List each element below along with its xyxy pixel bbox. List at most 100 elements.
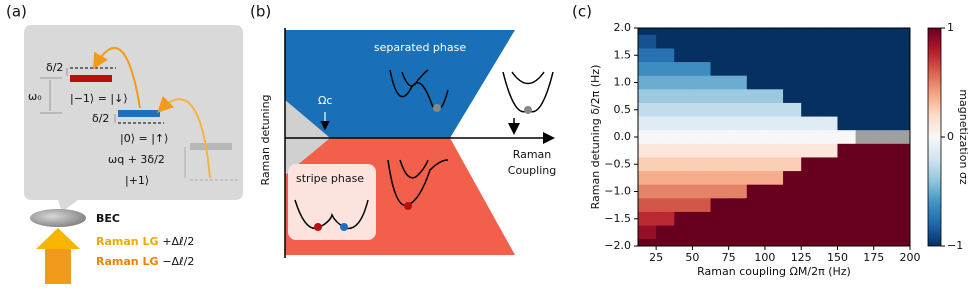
heatmap-cell — [728, 171, 748, 186]
heatmap-cell — [783, 157, 802, 172]
axis-label: Coupling — [508, 164, 556, 177]
heatmap-cell — [801, 34, 820, 49]
heatmap-cell — [819, 89, 838, 104]
heatmap-cell — [656, 225, 675, 240]
x-axis-label: Raman coupling ΩM/2π (Hz) — [697, 265, 851, 278]
heatmap-cell — [891, 184, 910, 199]
heatmap-cell — [692, 75, 712, 90]
heatmap-cell — [746, 102, 766, 118]
heatmap-cell — [764, 48, 784, 63]
heatmap-cell — [764, 28, 784, 36]
y-tick-label: −2.0 — [604, 239, 631, 252]
x-tick-label: 150 — [827, 251, 848, 264]
heatmap-cell — [764, 89, 784, 104]
heatmap-cell — [801, 239, 820, 246]
heatmap-cell — [855, 89, 875, 104]
heatmap-cell — [638, 102, 657, 118]
heatmap-cell — [837, 198, 857, 213]
heatmap-cell — [674, 75, 693, 90]
heatmap-cell — [873, 143, 893, 158]
heatmap-cell — [674, 34, 693, 49]
atom — [433, 104, 441, 112]
heatmap-cell — [764, 62, 784, 77]
heatmap-cell — [764, 157, 784, 172]
heatmap-cell — [891, 75, 910, 90]
heatmap-cell — [855, 116, 875, 131]
heatmap-cell — [728, 198, 748, 213]
heatmap-cell — [891, 211, 910, 227]
heatmap-cell — [891, 157, 910, 172]
axis-label: Raman detuning — [259, 94, 272, 185]
heatmap-cell — [837, 143, 857, 158]
heatmap-cell — [873, 62, 893, 77]
heatmap-cell — [692, 48, 712, 63]
heatmap-cell — [783, 184, 802, 199]
heatmap-cell — [692, 62, 712, 77]
heatmap-cell — [674, 157, 693, 172]
heatmap-cell — [656, 34, 675, 49]
heatmap-cell — [710, 225, 730, 240]
heatmap-cell — [801, 198, 820, 213]
heatmap-cell — [783, 34, 802, 49]
heatmap-cell — [710, 184, 730, 199]
heatmap-cell — [873, 28, 893, 36]
heatmap-cell — [801, 225, 820, 240]
potential — [502, 71, 554, 113]
heatmap-cell — [783, 171, 802, 186]
heatmap-cell — [692, 171, 712, 186]
beam-label: Raman LG +Δℓ/2 — [96, 235, 194, 248]
heatmap-cell — [638, 116, 657, 131]
bec-cloud — [30, 209, 86, 227]
x-tick-label: 25 — [649, 251, 663, 264]
heatmap-cell — [783, 198, 802, 213]
heatmap-cell — [710, 34, 730, 49]
heatmap-cell — [837, 130, 857, 145]
heatmap-cell — [638, 239, 657, 246]
heatmap-cell — [837, 184, 857, 199]
heatmap-cell — [710, 102, 730, 118]
heatmap-cell — [638, 48, 657, 63]
heatmap-cell — [891, 62, 910, 77]
heatmap-cell — [746, 211, 766, 227]
x-tick-label: 175 — [863, 251, 884, 264]
y-tick-label: 1.0 — [614, 76, 632, 89]
level-zero — [118, 110, 160, 117]
potential — [387, 159, 449, 207]
heatmap-cell — [728, 34, 748, 49]
heatmap-cell — [783, 143, 802, 158]
heatmap-cell — [891, 198, 910, 213]
heatmap-cell — [801, 143, 820, 158]
heatmap-cell — [764, 143, 784, 158]
heatmap-cell — [873, 89, 893, 104]
heatmap-cell — [656, 62, 675, 77]
heatmap-cell — [764, 130, 784, 145]
heatmap-cell — [891, 130, 910, 145]
x-tick-label: 125 — [791, 251, 812, 264]
beam-sign: −Δℓ/2 — [162, 255, 194, 268]
heatmap-cell — [692, 130, 712, 145]
heatmap-cell — [819, 198, 838, 213]
heatmap-cell — [801, 157, 820, 172]
heatmap-cell — [710, 75, 730, 90]
heatmap-cell — [783, 130, 802, 145]
heatmap-cell — [837, 28, 857, 36]
heatmap-cell — [674, 225, 693, 240]
heatmap-cell — [873, 157, 893, 172]
heatmap-cell — [764, 116, 784, 131]
heatmap-cell — [873, 198, 893, 213]
heatmap-cell — [855, 184, 875, 199]
heatmap-cell — [638, 198, 657, 213]
heatmap-cell — [819, 116, 838, 131]
heatmap-cell — [891, 239, 910, 246]
y-tick-label: −1.0 — [604, 185, 631, 198]
level-box — [24, 25, 243, 212]
heatmap-cell — [728, 239, 748, 246]
heatmap-cell — [891, 116, 910, 131]
x-tick-label: 50 — [685, 251, 699, 264]
heatmap-cell — [855, 62, 875, 77]
atom — [340, 223, 348, 231]
heatmap-cell — [801, 116, 820, 131]
heatmap-cell — [801, 184, 820, 199]
label: ω₀ — [28, 90, 42, 103]
heatmap-cell — [783, 62, 802, 77]
